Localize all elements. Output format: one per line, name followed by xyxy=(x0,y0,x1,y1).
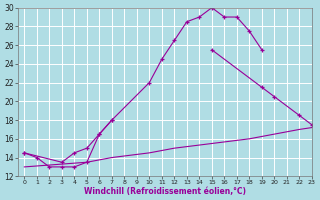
X-axis label: Windchill (Refroidissement éolien,°C): Windchill (Refroidissement éolien,°C) xyxy=(84,187,246,196)
